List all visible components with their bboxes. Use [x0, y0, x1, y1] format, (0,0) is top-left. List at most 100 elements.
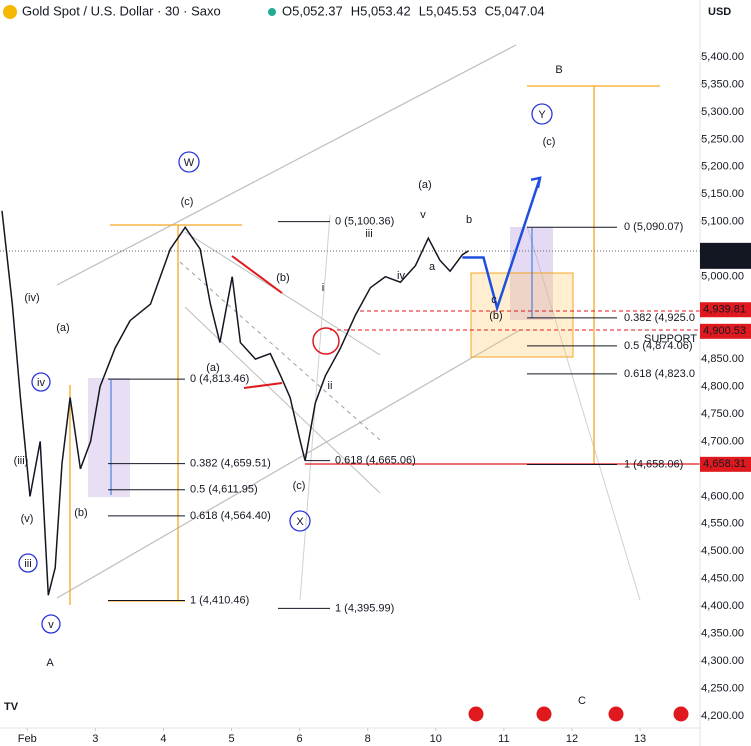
x-tick-label: 6	[297, 733, 303, 745]
price-tag-label: 4,900.53	[703, 325, 746, 337]
time-label: 19:14	[704, 256, 732, 268]
support-label: SUPPORT	[644, 333, 697, 345]
x-tick-label: 3	[92, 733, 98, 745]
event-flag	[535, 705, 553, 723]
price-tag-label: 4,658.31	[703, 458, 746, 470]
y-tick-label: 4,750.00	[701, 408, 744, 420]
x-tick-label: 12	[566, 733, 578, 745]
wave-label: b	[466, 214, 472, 226]
wave-label: iii	[24, 558, 31, 570]
y-tick-label: 5,400.00	[701, 51, 744, 63]
fib-label: 0.618 (4,823.0	[624, 368, 695, 380]
wave-label: W	[184, 157, 195, 169]
wave-label: c	[491, 294, 497, 306]
wave-label: A	[46, 657, 54, 669]
y-tick-label: 4,200.00	[701, 710, 744, 722]
fib-label: 0.5 (4,874.06)	[624, 340, 693, 352]
y-tick-label: 4,450.00	[701, 573, 744, 585]
drawings	[0, 44, 700, 605]
y-tick-label: 4,350.00	[701, 628, 744, 640]
x-tick-label: 4	[160, 733, 166, 745]
wave-label: (c)	[543, 136, 556, 148]
y-tick-label: 5,100.00	[701, 216, 744, 228]
y-tick-label: 5,300.00	[701, 106, 744, 118]
fib-label: 0 (5,090.07)	[624, 221, 683, 233]
wave-label: (a)	[418, 179, 431, 191]
chart-title: Gold Spot / U.S. Dollar · 30 · Saxo	[22, 3, 221, 18]
wave-circle	[31, 372, 51, 392]
price-tag	[700, 302, 751, 318]
ohlc-value: L5,045.53	[419, 3, 477, 18]
y-tick-label: 4,600.00	[701, 490, 744, 502]
price-tag-label: 5,047.04	[703, 245, 746, 257]
fib-label: 0 (5,100.36)	[335, 215, 394, 227]
wave-label: a	[429, 261, 436, 273]
event-flag	[467, 705, 485, 723]
y-tick-label: 4,500.00	[701, 545, 744, 557]
wave-label: Y	[538, 109, 546, 121]
y-tick-label: 4,550.00	[701, 518, 744, 530]
arrow-head	[530, 176, 542, 189]
price-tag	[700, 323, 751, 339]
fib-label: 0.618 (4,564.40)	[190, 510, 271, 522]
y-tick-label: 5,350.00	[701, 78, 744, 90]
wave-label: X	[296, 516, 304, 528]
wave-label: ii	[328, 380, 333, 392]
wave-circle	[18, 553, 38, 573]
y-tick-label: 5,150.00	[701, 188, 744, 200]
y-tick-label: 5,250.00	[701, 133, 744, 145]
fib-label: 0 (4,813.46)	[190, 373, 249, 385]
logo: TV	[4, 701, 19, 713]
x-tick-label: 8	[365, 733, 371, 745]
wave-label: (b)	[489, 310, 502, 322]
wave-circle	[289, 510, 311, 532]
fib-label: 1 (4,395.99)	[335, 602, 394, 614]
fib-label: 1 (4,658.06)	[624, 458, 683, 470]
status-dot	[268, 8, 276, 16]
price-tag	[700, 242, 751, 269]
wave-label: i	[322, 282, 324, 294]
ohlc-value: H5,053.42	[351, 3, 411, 18]
wave-label: (iv)	[24, 292, 39, 304]
fib-label: 1 (4,410.46)	[190, 594, 249, 606]
wave-label: (iii)	[14, 455, 29, 467]
y-tick-label: 4,250.00	[701, 682, 744, 694]
wave-circle	[531, 103, 553, 125]
wave-circle	[178, 151, 200, 173]
fib-label: 0.382 (4,925.0	[624, 312, 695, 324]
wave-label: (c)	[293, 480, 306, 492]
wave-label: iv	[37, 377, 45, 389]
fib-label: 0.382 (4,659.51)	[190, 458, 271, 470]
x-tick-label: 13	[634, 733, 646, 745]
x-tick-label: 5	[228, 733, 234, 745]
x-tick-label: 10	[430, 733, 442, 745]
ohlc-value: C5,047.04	[485, 3, 545, 18]
y-tick-label: 4,700.00	[701, 435, 744, 447]
projection-line	[462, 177, 542, 313]
wave-label: iii	[365, 228, 372, 240]
wave-circle	[41, 614, 61, 634]
wave-label: (b)	[276, 272, 289, 284]
event-flag	[672, 705, 690, 723]
wave-label: (v)	[21, 513, 34, 525]
wave-label: (a)	[56, 322, 69, 334]
y-tick-label: 4,850.00	[701, 353, 744, 365]
event-flag	[607, 705, 625, 723]
wave-label: iv	[397, 270, 405, 282]
y-tick-label: 4,300.00	[701, 655, 744, 667]
y-tick-label: 4,400.00	[701, 600, 744, 612]
x-tick-label: 11	[498, 733, 509, 745]
y-tick-label: 5,200.00	[701, 161, 744, 173]
y-tick-label: 4,800.00	[701, 380, 744, 392]
wave-label: v	[48, 619, 54, 631]
wave-label: (c)	[181, 196, 194, 208]
fib-label: 0.5 (4,611.95)	[190, 484, 258, 496]
wave-label: C	[578, 695, 586, 707]
wave-label: v	[420, 209, 426, 221]
price-tag	[700, 456, 751, 472]
ohlc-value: O5,052.37	[282, 3, 343, 18]
symbol-icon	[3, 5, 17, 19]
x-tick-label: Feb	[18, 733, 37, 745]
